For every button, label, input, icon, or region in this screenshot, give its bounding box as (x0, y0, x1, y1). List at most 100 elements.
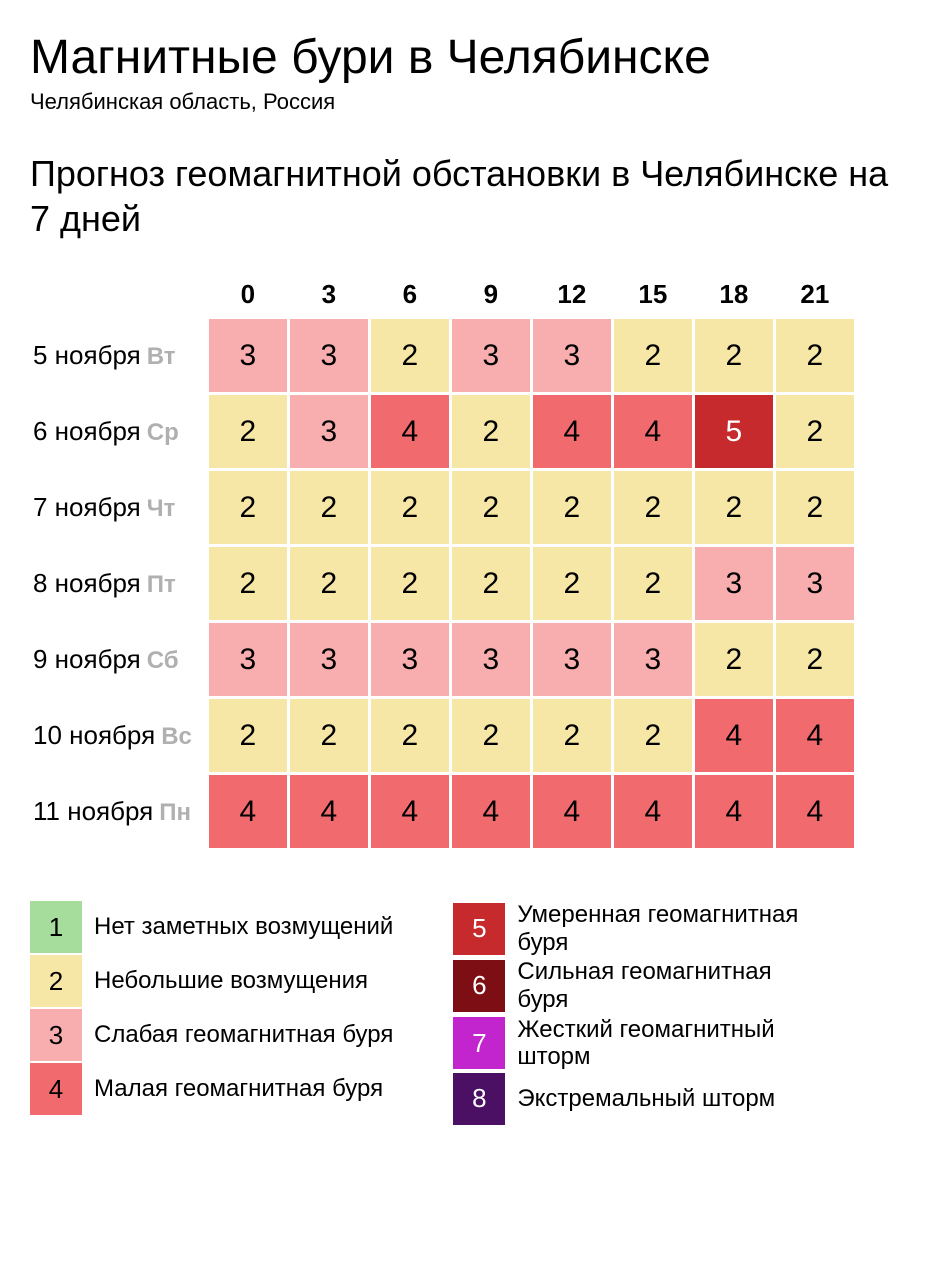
dow-label: Пн (159, 799, 191, 826)
heatmap-cell: 2 (533, 547, 611, 620)
heatmap-cell: 2 (695, 623, 773, 696)
heatmap-cell: 3 (614, 623, 692, 696)
row-label: 6 ноябряСр (33, 395, 206, 468)
heatmap-cell: 2 (695, 471, 773, 544)
date-label: 10 ноября (33, 720, 155, 750)
heatmap-cell: 4 (614, 395, 692, 468)
legend-label: Слабая геомагнитная буря (94, 1021, 393, 1049)
hour-header: 6 (371, 272, 449, 316)
legend-swatch: 5 (453, 903, 505, 955)
heatmap-cell: 2 (371, 319, 449, 392)
heatmap-cell: 2 (371, 699, 449, 772)
date-label: 9 ноября (33, 644, 141, 674)
heatmap-cell: 2 (209, 471, 287, 544)
heatmap-cell: 4 (452, 775, 530, 848)
heatmap-cell: 4 (209, 775, 287, 848)
legend-label: Жесткий геомагнитный шторм (517, 1016, 817, 1071)
dow-label: Чт (147, 495, 176, 522)
heatmap-cell: 4 (776, 699, 854, 772)
heatmap-cell: 2 (290, 699, 368, 772)
heatmap-cell: 4 (371, 395, 449, 468)
heatmap-cell: 3 (209, 623, 287, 696)
legend-swatch: 2 (30, 955, 82, 1007)
hour-header: 18 (695, 272, 773, 316)
legend-item: 5Умеренная геомагнитная буря (453, 901, 817, 956)
heatmap-cell: 2 (209, 395, 287, 468)
legend-label: Нет заметных возмущений (94, 913, 393, 941)
heatmap-cell: 3 (452, 319, 530, 392)
heatmap-cell: 2 (614, 471, 692, 544)
heatmap-cell: 2 (209, 547, 287, 620)
date-label: 5 ноября (33, 340, 141, 370)
legend: 1Нет заметных возмущений2 Небольшие возму… (30, 901, 905, 1125)
legend-label: Небольшие возмущения (94, 967, 368, 995)
heatmap-cell: 2 (776, 471, 854, 544)
hour-header: 0 (209, 272, 287, 316)
heatmap-cell: 3 (533, 623, 611, 696)
heatmap-cell: 2 (452, 547, 530, 620)
heatmap-cell: 2 (776, 395, 854, 468)
heatmap-cell: 3 (290, 395, 368, 468)
legend-label: Экстремальный шторм (517, 1085, 775, 1113)
heatmap-cell: 4 (614, 775, 692, 848)
legend-swatch: 8 (453, 1073, 505, 1125)
row-label: 10 ноябряВс (33, 699, 206, 772)
heatmap-cell: 4 (290, 775, 368, 848)
heatmap-cell: 2 (533, 471, 611, 544)
hour-header: 12 (533, 272, 611, 316)
date-label: 11 ноября (33, 796, 153, 826)
legend-item: 3 Слабая геомагнитная буря (30, 1009, 393, 1061)
legend-item: 7Жесткий геомагнитный шторм (453, 1016, 817, 1071)
dow-label: Вт (147, 343, 176, 370)
hour-header: 21 (776, 272, 854, 316)
heatmap-cell: 2 (209, 699, 287, 772)
legend-swatch: 6 (453, 960, 505, 1012)
legend-col-left: 1Нет заметных возмущений2 Небольшие возму… (30, 901, 393, 1125)
legend-item: 6Сильная геомагнитная буря (453, 958, 817, 1013)
legend-swatch: 4 (30, 1063, 82, 1115)
legend-col-right: 5Умеренная геомагнитная буря6Сильная гео… (453, 901, 817, 1125)
heatmap-cell: 2 (290, 471, 368, 544)
heatmap-cell: 4 (695, 699, 773, 772)
heatmap-cell: 2 (290, 547, 368, 620)
legend-item: 1Нет заметных возмущений (30, 901, 393, 953)
legend-label: Сильная геомагнитная буря (517, 958, 817, 1013)
date-label: 8 ноября (33, 568, 141, 598)
row-label: 9 ноябряСб (33, 623, 206, 696)
page-subtitle: Челябинская область, Россия (30, 89, 905, 115)
heatmap-cell: 5 (695, 395, 773, 468)
heatmap-cell: 3 (290, 623, 368, 696)
dow-label: Пт (147, 571, 176, 598)
hour-header: 15 (614, 272, 692, 316)
date-label: 6 ноября (33, 416, 141, 446)
heatmap-cell: 3 (776, 547, 854, 620)
heatmap-cell: 2 (452, 471, 530, 544)
heatmap-cell: 3 (533, 319, 611, 392)
legend-label: Малая геомагнитная буря (94, 1075, 383, 1103)
heatmap-cell: 2 (452, 395, 530, 468)
date-label: 7 ноября (33, 492, 141, 522)
forecast-title: Прогноз геомагнитной обстановки в Челяби… (30, 151, 905, 241)
hour-header: 9 (452, 272, 530, 316)
heatmap-cell: 2 (776, 319, 854, 392)
heatmap-cell: 4 (776, 775, 854, 848)
heatmap-cell: 4 (371, 775, 449, 848)
dow-label: Сб (147, 647, 179, 674)
row-label: 11 ноябряПн (33, 775, 206, 848)
heatmap-cell: 2 (452, 699, 530, 772)
heatmap-table: 0369121518215 ноябряВт332332226 ноябряСр… (30, 269, 857, 851)
row-label: 5 ноябряВт (33, 319, 206, 392)
heatmap-cell: 3 (452, 623, 530, 696)
heatmap-cell: 4 (533, 395, 611, 468)
heatmap-cell: 2 (371, 471, 449, 544)
dow-label: Вс (161, 723, 192, 750)
heatmap-cell: 3 (371, 623, 449, 696)
row-label: 7 ноябряЧт (33, 471, 206, 544)
heatmap-cell: 2 (614, 699, 692, 772)
heatmap-cell: 3 (290, 319, 368, 392)
heatmap-cell: 4 (695, 775, 773, 848)
heatmap-cell: 2 (371, 547, 449, 620)
legend-label: Умеренная геомагнитная буря (517, 901, 817, 956)
row-label: 8 ноябряПт (33, 547, 206, 620)
legend-swatch: 3 (30, 1009, 82, 1061)
